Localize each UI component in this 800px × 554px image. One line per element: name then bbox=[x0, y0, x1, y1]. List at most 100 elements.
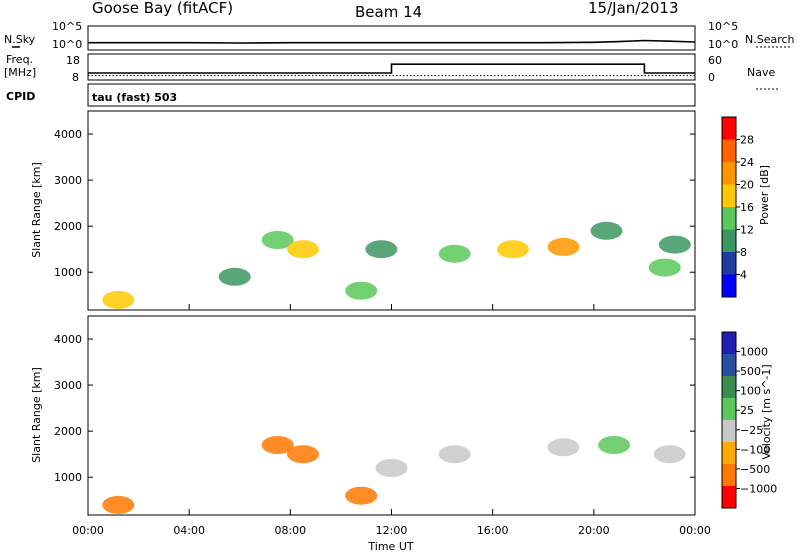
scatter-region-3 bbox=[287, 240, 319, 259]
velocity-colorbar: −1000 −500 −100 −25 25 100 500 1000 bbox=[721, 331, 777, 509]
colorbar-tick-label-3: −25 bbox=[740, 424, 763, 437]
scatter-region-4 bbox=[345, 281, 378, 300]
colorbar-frame bbox=[721, 331, 737, 509]
scatter-region-1 bbox=[218, 267, 251, 286]
power-frame bbox=[87, 110, 696, 311]
colorbar-tick-label-4: 20 bbox=[740, 179, 754, 192]
colorbar-segment-1 bbox=[722, 252, 736, 275]
colorbar-segment-3 bbox=[722, 207, 736, 230]
power-y-axis: 1000 2000 3000 4000 bbox=[54, 128, 695, 279]
colorbar-tick-label-1: −500 bbox=[740, 463, 770, 476]
x-tick-label-2: 08:00 bbox=[274, 524, 306, 537]
freq-frame bbox=[87, 53, 696, 81]
scatter-region-8 bbox=[653, 445, 686, 464]
scatter-region-8 bbox=[547, 237, 580, 256]
x-tick-label-3: 12:00 bbox=[376, 524, 408, 537]
colorbar-tick-label-6: 500 bbox=[740, 365, 761, 378]
scatter-region-3 bbox=[345, 486, 378, 505]
y-tick-label-2: 3000 bbox=[54, 379, 82, 392]
time-axis: 00:00 04:00 08:00 12:00 16:00 20:00 00:00 bbox=[72, 304, 711, 537]
x-tick-label-6: 00:00 bbox=[679, 524, 711, 537]
cpid-value: tau (fast) 503 bbox=[92, 91, 177, 104]
x-tick-label-4: 16:00 bbox=[477, 524, 509, 537]
scatter-region-1 bbox=[261, 436, 294, 454]
power-colorbar-label: Power [dB] bbox=[758, 165, 771, 225]
noise-tick-left-bottom: 10^0 bbox=[52, 38, 82, 51]
colorbar-segment-7 bbox=[722, 117, 736, 140]
cpid-label: CPID bbox=[6, 90, 35, 103]
station-title: Goose Bay (fitACF) bbox=[92, 0, 233, 17]
power-panel: 1000 2000 3000 4000 Slant Range [km] 4 8 12 16… bbox=[30, 110, 771, 311]
scatter-region-4 bbox=[375, 459, 408, 477]
noise-tick-left-top: 10^5 bbox=[52, 20, 82, 33]
scatter-region-0 bbox=[102, 290, 135, 309]
colorbar-tick-label-7: 1000 bbox=[740, 346, 768, 359]
power-colorbar: 4 8 12 16 20 24 28 bbox=[721, 116, 754, 298]
y-tick-label-3: 4000 bbox=[54, 333, 82, 346]
nave-label: Nave bbox=[747, 66, 775, 79]
colorbar-tick-label-1: 8 bbox=[740, 246, 747, 259]
nsky-label: N.Sky bbox=[4, 33, 36, 46]
colorbar-segment-2 bbox=[722, 229, 736, 252]
noise-tick-right-top: 10^5 bbox=[708, 20, 738, 33]
colorbar-segment-5 bbox=[722, 376, 736, 398]
freq-tick-top: 18 bbox=[66, 54, 80, 67]
y-tick-label-0: 1000 bbox=[54, 471, 82, 484]
scatter-region-0 bbox=[102, 495, 135, 514]
scatter-region-7 bbox=[496, 240, 529, 259]
colorbar-segment-1 bbox=[722, 464, 736, 486]
scatter-region-2 bbox=[261, 231, 294, 249]
colorbar-segment-5 bbox=[722, 162, 736, 185]
velocity-y-axis: 1000 2000 3000 4000 bbox=[54, 333, 695, 484]
noise-frame bbox=[87, 25, 696, 51]
colorbar-tick-label-5: 100 bbox=[740, 385, 761, 398]
y-tick-label-3: 4000 bbox=[54, 128, 82, 141]
nave-tick-bottom: 0 bbox=[708, 71, 715, 84]
velocity-colorbar-label: Velocity [m s^-1] bbox=[760, 364, 773, 459]
freq-tick-bottom: 8 bbox=[72, 71, 79, 84]
colorbar-segment-6 bbox=[722, 354, 736, 376]
cpid-frame bbox=[87, 83, 696, 107]
scatter-region-9 bbox=[590, 221, 623, 240]
scatter-region-5 bbox=[438, 445, 471, 464]
scatter-region-10 bbox=[648, 258, 681, 277]
freq-series bbox=[88, 63, 695, 74]
colorbar-segment-4 bbox=[722, 398, 736, 420]
colorbar-tick-label-0: 4 bbox=[740, 269, 747, 282]
nsearch-label: N.Search bbox=[745, 33, 795, 46]
y-tick-label-2: 3000 bbox=[54, 174, 82, 187]
colorbar-tick-label-0: −1000 bbox=[740, 482, 777, 495]
x-axis-label: Time UT bbox=[367, 540, 413, 553]
scatter-region-6 bbox=[438, 244, 471, 263]
scatter-region-11 bbox=[658, 235, 691, 254]
colorbar-segment-0 bbox=[722, 274, 736, 297]
frequency-panel: Freq. [MHz] 18 8 60 0 Nave bbox=[4, 53, 778, 90]
power-ylabel: Slant Range [km] bbox=[30, 162, 43, 258]
velocity-frame bbox=[87, 315, 696, 516]
beam-title: Beam 14 bbox=[355, 3, 422, 21]
velocity-data bbox=[102, 436, 686, 514]
x-tick-label-1: 04:00 bbox=[173, 524, 205, 537]
y-tick-label-0: 1000 bbox=[54, 266, 82, 279]
colorbar-tick-label-2: −100 bbox=[740, 443, 770, 456]
x-tick-label-0: 00:00 bbox=[72, 524, 104, 537]
cpid-row: CPID tau (fast) 503 bbox=[6, 83, 696, 107]
velocity-ylabel: Slant Range [km] bbox=[30, 367, 43, 463]
colorbar-tick-label-3: 16 bbox=[740, 201, 754, 214]
scatter-region-7 bbox=[598, 436, 631, 454]
colorbar-tick-label-5: 24 bbox=[740, 156, 754, 169]
nave-tick-top: 60 bbox=[708, 54, 722, 67]
freq-label: Freq. bbox=[6, 53, 33, 66]
colorbar-segment-4 bbox=[722, 184, 736, 207]
scatter-region-6 bbox=[547, 438, 580, 457]
freq-unit-label: [MHz] bbox=[4, 66, 36, 79]
colorbar-tick-label-2: 12 bbox=[740, 224, 754, 237]
colorbar-tick-label-4: 25 bbox=[740, 404, 754, 417]
noise-tick-right-bottom: 10^0 bbox=[708, 38, 738, 51]
x-tick-label-5: 20:00 bbox=[578, 524, 610, 537]
y-tick-label-1: 2000 bbox=[54, 220, 82, 233]
scatter-region-5 bbox=[365, 240, 398, 259]
nsky-series bbox=[88, 39, 696, 44]
